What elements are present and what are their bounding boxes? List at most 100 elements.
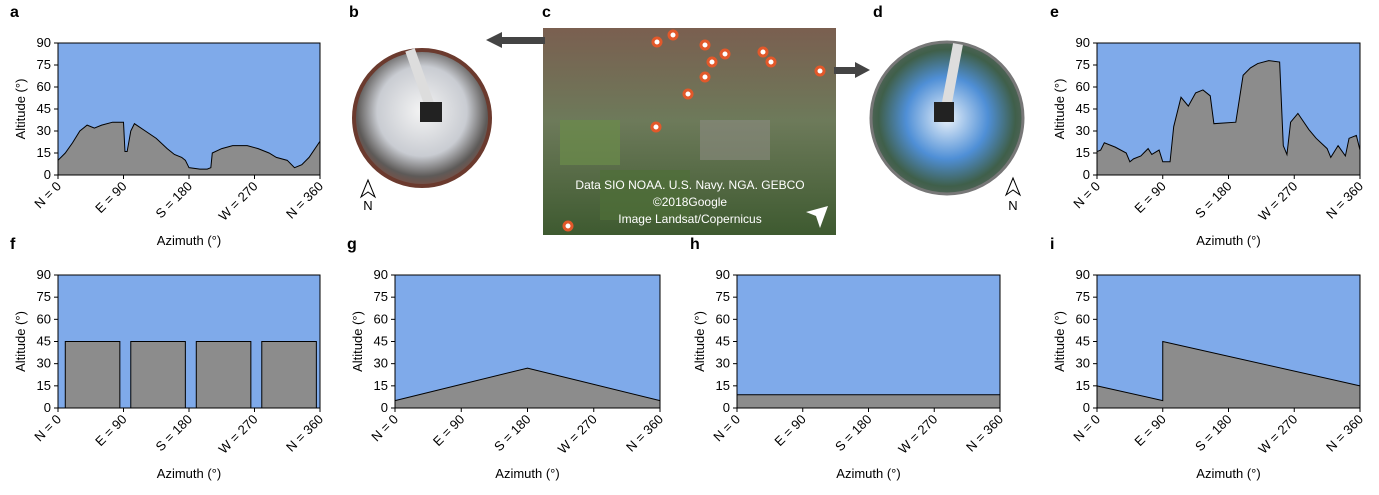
compass-label: N	[363, 198, 372, 213]
y-tick-label: 0	[44, 167, 51, 182]
y-tick-label: 15	[1076, 145, 1090, 160]
compass-label: N	[1008, 198, 1017, 213]
panel-label: e	[1050, 4, 1059, 21]
x-axis-label: Azimuth (°)	[1196, 466, 1260, 481]
y-tick-label: 60	[1076, 79, 1090, 94]
x-tick-label: W = 270	[1255, 179, 1300, 224]
y-tick-label: 60	[37, 311, 51, 326]
x-tick-label: W = 270	[555, 412, 600, 457]
y-tick-label: 75	[374, 289, 388, 304]
x-tick-label: N = 360	[963, 412, 1006, 455]
y-tick-label: 30	[716, 356, 730, 371]
x-tick-label: E = 90	[92, 412, 129, 449]
y-axis-label: Altitude (°)	[350, 311, 365, 372]
y-tick-label: 60	[37, 79, 51, 94]
y-tick-label: 45	[37, 101, 51, 116]
y-axis-label: Altitude (°)	[1052, 311, 1067, 372]
x-axis-label: Azimuth (°)	[1196, 233, 1260, 248]
y-tick-label: 15	[374, 378, 388, 393]
y-tick-label: 30	[1076, 356, 1090, 371]
y-axis-label: Altitude (°)	[1052, 79, 1067, 140]
area-fill	[737, 395, 1000, 408]
map-credit: Image Landsat/Copernicus	[618, 212, 761, 226]
x-tick-label: S = 180	[153, 412, 196, 455]
x-axis-label: Azimuth (°)	[157, 233, 221, 248]
x-tick-label: N = 0	[368, 412, 401, 445]
panel-label: h	[690, 236, 700, 253]
fisheye-photo-b	[354, 50, 490, 186]
x-tick-label: S = 180	[1192, 179, 1235, 222]
y-tick-label: 0	[723, 400, 730, 415]
x-tick-label: E = 90	[430, 412, 467, 449]
y-tick-label: 15	[37, 378, 51, 393]
x-tick-label: S = 180	[153, 179, 196, 222]
map-credit: Data SIO NOAA. U.S. Navy. NGA. GEBCO	[575, 178, 804, 192]
panel-label: f	[10, 236, 16, 253]
panel-label: g	[347, 236, 357, 253]
x-axis-label: Azimuth (°)	[157, 466, 221, 481]
y-tick-label: 45	[374, 334, 388, 349]
x-tick-label: N = 360	[1323, 179, 1366, 222]
x-tick-label: N = 0	[1070, 179, 1103, 212]
x-tick-label: W = 270	[216, 179, 261, 224]
x-axis-label: Azimuth (°)	[495, 466, 559, 481]
y-tick-label: 90	[1076, 35, 1090, 50]
x-tick-label: N = 0	[710, 412, 743, 445]
y-tick-label: 30	[37, 356, 51, 371]
x-tick-label: N = 0	[31, 179, 64, 212]
figure: b N c Data SIO NOAA. U.S. Navy. NGA. GEB…	[0, 0, 1379, 490]
y-tick-label: 90	[37, 35, 51, 50]
compass-arrow	[361, 180, 375, 197]
x-tick-label: N = 360	[1323, 412, 1366, 455]
y-tick-label: 0	[381, 400, 388, 415]
x-tick-label: W = 270	[1255, 412, 1300, 457]
panel-label: b	[349, 4, 359, 21]
y-axis-label: Altitude (°)	[13, 79, 28, 140]
panel-label: c	[542, 4, 551, 21]
y-tick-label: 60	[716, 311, 730, 326]
y-axis-label: Altitude (°)	[13, 311, 28, 372]
y-tick-label: 60	[374, 311, 388, 326]
x-tick-label: S = 180	[832, 412, 875, 455]
page: b N c Data SIO NOAA. U.S. Navy. NGA. GEB…	[0, 0, 1379, 495]
y-tick-label: 75	[716, 289, 730, 304]
y-tick-label: 45	[1076, 101, 1090, 116]
y-tick-label: 15	[1076, 378, 1090, 393]
y-tick-label: 45	[1076, 334, 1090, 349]
fisheye-photo-d	[871, 42, 1023, 194]
y-tick-label: 90	[374, 267, 388, 282]
y-tick-label: 30	[1076, 123, 1090, 138]
y-tick-label: 75	[1076, 289, 1090, 304]
x-tick-label: N = 360	[623, 412, 666, 455]
y-tick-label: 0	[1083, 167, 1090, 182]
x-tick-label: E = 90	[771, 412, 808, 449]
y-tick-label: 15	[716, 378, 730, 393]
y-tick-label: 75	[37, 57, 51, 72]
plot-background	[737, 275, 1000, 408]
x-tick-label: W = 270	[216, 412, 261, 457]
x-tick-label: N = 0	[31, 412, 64, 445]
x-tick-label: S = 180	[491, 412, 534, 455]
y-tick-label: 45	[37, 334, 51, 349]
y-tick-label: 0	[1083, 400, 1090, 415]
y-tick-label: 75	[1076, 57, 1090, 72]
y-tick-label: 15	[37, 145, 51, 160]
x-tick-label: W = 270	[895, 412, 940, 457]
x-tick-label: E = 90	[1131, 179, 1168, 216]
y-tick-label: 90	[716, 267, 730, 282]
y-tick-label: 30	[37, 123, 51, 138]
y-tick-label: 60	[1076, 311, 1090, 326]
compass-arrow	[1006, 178, 1020, 195]
y-tick-label: 90	[37, 267, 51, 282]
y-tick-label: 30	[374, 356, 388, 371]
panel-label: i	[1050, 236, 1054, 253]
y-tick-label: 75	[37, 289, 51, 304]
x-tick-label: S = 180	[1192, 412, 1235, 455]
y-tick-label: 45	[716, 334, 730, 349]
x-tick-label: N = 0	[1070, 412, 1103, 445]
y-axis-label: Altitude (°)	[692, 311, 707, 372]
x-tick-label: N = 360	[283, 179, 326, 222]
panel-label: d	[873, 4, 883, 21]
y-tick-label: 90	[1076, 267, 1090, 282]
x-tick-label: E = 90	[1131, 412, 1168, 449]
